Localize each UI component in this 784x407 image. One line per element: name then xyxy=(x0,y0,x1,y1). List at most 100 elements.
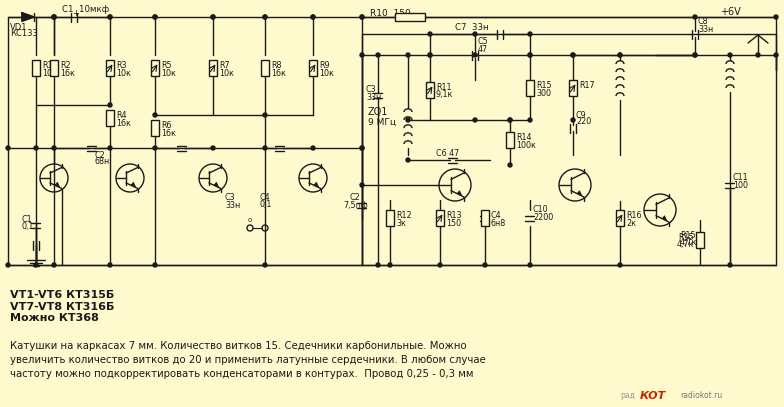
Text: 300: 300 xyxy=(536,88,551,98)
Bar xyxy=(261,60,269,76)
Bar xyxy=(569,80,577,96)
Circle shape xyxy=(52,263,56,267)
Circle shape xyxy=(263,146,267,150)
Text: C7  33н: C7 33н xyxy=(455,22,488,31)
Text: 33н: 33н xyxy=(366,92,381,101)
Circle shape xyxy=(473,53,477,57)
Circle shape xyxy=(263,15,267,19)
Circle shape xyxy=(428,32,432,36)
Circle shape xyxy=(311,15,315,19)
Circle shape xyxy=(406,53,410,57)
Text: 9,1к: 9,1к xyxy=(436,90,453,99)
Circle shape xyxy=(473,32,477,36)
Circle shape xyxy=(34,263,38,267)
Text: 220: 220 xyxy=(576,118,591,127)
Circle shape xyxy=(728,53,732,57)
Circle shape xyxy=(52,146,56,150)
Circle shape xyxy=(108,15,112,19)
Text: 16к: 16к xyxy=(116,118,131,127)
Text: R3: R3 xyxy=(116,61,126,70)
Bar xyxy=(696,232,704,248)
Circle shape xyxy=(473,118,477,122)
Circle shape xyxy=(406,158,410,162)
Bar xyxy=(106,110,114,126)
Text: увеличить количество витков до 20 и применить латунные сердечники. В любом случа: увеличить количество витков до 20 и прим… xyxy=(10,355,486,365)
Text: R2: R2 xyxy=(60,61,71,70)
Circle shape xyxy=(153,113,157,117)
Text: R15: R15 xyxy=(678,232,694,241)
Circle shape xyxy=(34,146,38,150)
Bar xyxy=(50,60,58,76)
Circle shape xyxy=(52,15,56,19)
Circle shape xyxy=(571,53,575,57)
Circle shape xyxy=(263,15,267,19)
Text: 100к: 100к xyxy=(516,140,536,149)
Text: VT1-VT6 КТ315Б
VT7-VT8 КТ316Б
Можно КТ368: VT1-VT6 КТ315Б VT7-VT8 КТ316Б Можно КТ36… xyxy=(10,290,114,323)
Bar xyxy=(526,80,534,96)
Circle shape xyxy=(52,15,56,19)
Circle shape xyxy=(428,53,432,57)
Bar xyxy=(309,60,317,76)
Circle shape xyxy=(756,53,760,57)
Circle shape xyxy=(693,53,697,57)
Text: 47: 47 xyxy=(478,46,488,55)
Circle shape xyxy=(406,118,410,122)
Bar xyxy=(436,210,444,226)
Text: рад: рад xyxy=(620,392,635,400)
Circle shape xyxy=(360,15,364,19)
Circle shape xyxy=(728,263,732,267)
Circle shape xyxy=(693,53,697,57)
Text: C8: C8 xyxy=(698,18,709,26)
Circle shape xyxy=(528,53,532,57)
Text: 16к: 16к xyxy=(271,68,286,77)
Bar xyxy=(395,13,425,21)
Bar xyxy=(151,60,159,76)
Circle shape xyxy=(6,263,10,267)
Circle shape xyxy=(774,15,778,19)
Text: R7: R7 xyxy=(219,61,230,70)
Circle shape xyxy=(528,53,532,57)
Circle shape xyxy=(211,15,215,19)
Text: R12: R12 xyxy=(396,210,412,219)
Text: +: + xyxy=(73,9,79,18)
Text: КС133: КС133 xyxy=(10,29,38,39)
Text: C11: C11 xyxy=(733,173,749,182)
Text: 2200: 2200 xyxy=(533,214,554,223)
Text: R6: R6 xyxy=(161,120,172,129)
Text: ZQ1: ZQ1 xyxy=(368,107,388,117)
Circle shape xyxy=(428,53,432,57)
Text: R14: R14 xyxy=(516,133,532,142)
Text: o: o xyxy=(248,217,252,223)
Text: C2: C2 xyxy=(95,151,106,160)
Text: C4: C4 xyxy=(491,210,502,219)
Circle shape xyxy=(571,118,575,122)
Text: R8: R8 xyxy=(271,61,281,70)
Text: R15: R15 xyxy=(536,81,552,90)
Text: C9: C9 xyxy=(576,110,586,120)
Text: 150: 150 xyxy=(446,219,461,228)
Circle shape xyxy=(618,53,622,57)
Text: 7,5пф: 7,5пф xyxy=(343,201,368,210)
Circle shape xyxy=(108,146,112,150)
Bar xyxy=(106,60,114,76)
Text: 68н: 68н xyxy=(95,158,111,166)
Text: R4: R4 xyxy=(116,110,126,120)
Circle shape xyxy=(508,118,512,122)
Text: VD1: VD1 xyxy=(10,22,27,31)
Circle shape xyxy=(508,163,512,167)
Circle shape xyxy=(438,263,442,267)
Circle shape xyxy=(693,15,697,19)
Text: R10  150: R10 150 xyxy=(370,9,411,18)
Circle shape xyxy=(52,15,56,19)
Text: C1: C1 xyxy=(22,215,33,225)
Text: КОТ: КОТ xyxy=(640,391,666,401)
Circle shape xyxy=(618,263,622,267)
Text: C6 47: C6 47 xyxy=(436,149,459,158)
Text: 16к: 16к xyxy=(161,129,176,138)
Circle shape xyxy=(360,183,364,187)
Circle shape xyxy=(311,15,315,19)
Circle shape xyxy=(774,53,778,57)
Circle shape xyxy=(360,146,364,150)
Text: 10к: 10к xyxy=(319,68,334,77)
Text: Катушки на каркасах 7 мм. Количество витков 15. Седечники карбонильные. Можно: Катушки на каркасах 7 мм. Количество вит… xyxy=(10,341,466,351)
